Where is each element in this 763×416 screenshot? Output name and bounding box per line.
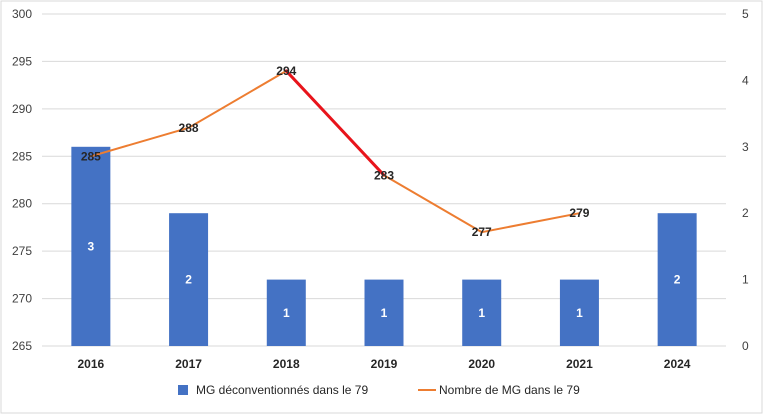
category-label: 2020 xyxy=(468,357,495,371)
line-segment xyxy=(480,212,581,234)
primary-tick-label: 280 xyxy=(12,197,32,211)
bar-data-label: 2 xyxy=(674,273,681,287)
secondary-tick-label: 0 xyxy=(742,339,749,353)
secondary-tick-label: 4 xyxy=(742,73,749,87)
category-label: 2016 xyxy=(78,357,105,371)
category-label: 2019 xyxy=(371,357,398,371)
primary-tick-label: 285 xyxy=(12,149,32,163)
line-data-label: 279 xyxy=(569,206,589,220)
bar-data-label: 3 xyxy=(88,239,95,253)
secondary-y-axis: 0 1 2 3 4 5 xyxy=(742,7,749,353)
secondary-tick-label: 2 xyxy=(742,206,749,220)
grid-lines xyxy=(42,13,726,347)
primary-tick-label: 295 xyxy=(12,54,32,68)
bar-series: 3 2 1 1 1 1 2 xyxy=(71,146,697,346)
bar xyxy=(169,213,209,346)
primary-tick-label: 265 xyxy=(12,339,32,353)
legend-swatch-bars xyxy=(178,385,188,395)
bar-data-label: 1 xyxy=(576,306,583,320)
bar xyxy=(364,279,404,346)
category-label: 2024 xyxy=(664,357,691,371)
line-segment xyxy=(89,126,190,158)
primary-y-axis: 265 270 275 280 285 290 295 300 xyxy=(12,7,32,353)
line-data-label: 288 xyxy=(179,121,199,135)
legend-label-line: Nombre de MG dans le 79 xyxy=(439,383,580,397)
category-label: 2017 xyxy=(175,357,202,371)
legend-label-bars: MG déconventionnés dans le 79 xyxy=(196,383,368,397)
bar xyxy=(657,213,697,346)
primary-tick-label: 275 xyxy=(12,244,32,258)
line-segment xyxy=(284,69,386,177)
bar-data-label: 1 xyxy=(478,306,485,320)
line-segment xyxy=(383,174,483,234)
line-data-label: 277 xyxy=(472,225,492,239)
legend: MG déconventionnés dans le 79 Nombre de … xyxy=(178,383,580,397)
primary-tick-label: 300 xyxy=(12,7,32,21)
bar-data-label: 1 xyxy=(283,306,290,320)
bar-data-label: 2 xyxy=(185,273,192,287)
primary-tick-label: 290 xyxy=(12,102,32,116)
line-segment xyxy=(187,69,288,129)
secondary-tick-label: 1 xyxy=(742,273,749,287)
secondary-tick-label: 3 xyxy=(742,140,749,154)
bar xyxy=(559,279,599,346)
secondary-tick-label: 5 xyxy=(742,7,749,21)
category-label: 2018 xyxy=(273,357,300,371)
line-series: 285 288 294 283 277 279 xyxy=(81,64,590,239)
bar xyxy=(71,146,111,346)
category-label: 2021 xyxy=(566,357,593,371)
line-data-label: 294 xyxy=(276,64,296,78)
line-data-label: 283 xyxy=(374,168,394,182)
primary-tick-label: 270 xyxy=(12,292,32,306)
bar xyxy=(462,279,502,346)
x-axis-categories: 2016 2017 2018 2019 2020 2021 2024 xyxy=(78,357,691,371)
line-data-label: 285 xyxy=(81,149,101,163)
bar xyxy=(266,279,306,346)
bar-data-label: 1 xyxy=(381,306,388,320)
